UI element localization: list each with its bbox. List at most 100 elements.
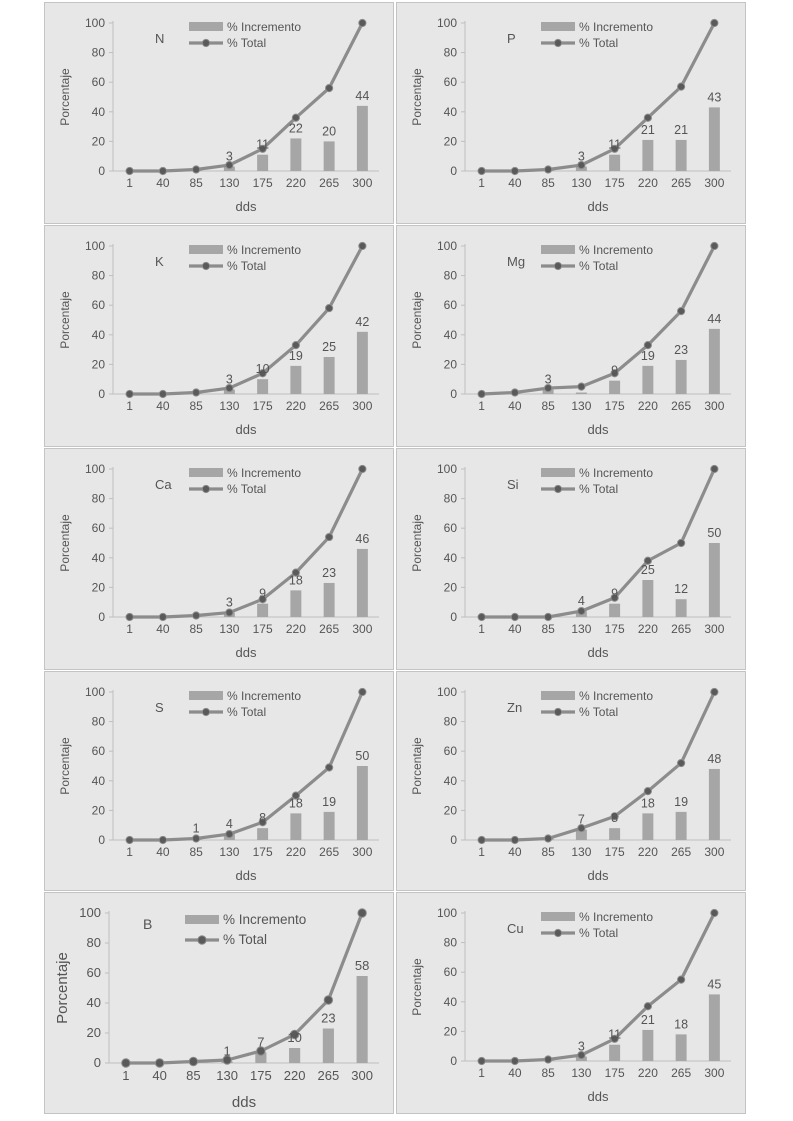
x-tick-label: 300 [704, 176, 724, 190]
bar-data-label: 3 [226, 150, 233, 164]
legend-label-incremento: % Incremento [227, 243, 301, 257]
x-tick-label: 300 [352, 176, 372, 190]
point-total [710, 18, 719, 28]
x-tick-label: 265 [671, 176, 691, 190]
element-label: Mg [507, 254, 525, 269]
x-tick-label: 300 [352, 845, 372, 859]
point-total [577, 824, 586, 833]
bar-data-label: 18 [641, 796, 655, 810]
point-total [610, 812, 619, 821]
y-tick-label: 20 [92, 803, 106, 817]
y-tick-label: 40 [444, 328, 458, 342]
bar-data-label: 23 [321, 1011, 335, 1026]
x-tick-label: 220 [286, 399, 306, 413]
x-tick-label: 130 [219, 399, 239, 413]
point-total [544, 165, 553, 174]
bar-data-label: 7 [578, 813, 585, 827]
legend-label-incremento: % Incremento [579, 466, 653, 480]
bar-incremento [609, 828, 621, 840]
bar-data-label: 4 [578, 594, 585, 608]
y-tick-label: 20 [444, 803, 458, 817]
point-total [192, 611, 201, 620]
line-total [129, 468, 364, 619]
point-total [510, 835, 519, 845]
bar-incremento [642, 1029, 654, 1061]
point-total [192, 388, 201, 397]
x-tick-label: 130 [219, 622, 239, 636]
bar-incremento [575, 829, 587, 840]
x-tick-label: 40 [156, 845, 170, 859]
y-tick-label: 40 [92, 774, 106, 788]
bar-data-label: 10 [287, 1030, 301, 1045]
legend-label-total: % Total [227, 482, 266, 496]
legend-swatch-incremento [189, 22, 223, 31]
bar-data-label: 48 [707, 752, 721, 766]
bar-incremento [642, 365, 654, 394]
x-tick-label: 220 [284, 1068, 306, 1083]
x-tick-label: 40 [508, 845, 522, 859]
bar-data-label: 25 [322, 340, 336, 354]
bar-data-label: 19 [322, 795, 336, 809]
x-tick-label: 130 [219, 176, 239, 190]
y-tick-label: 80 [87, 935, 101, 950]
y-tick-label: 100 [437, 16, 457, 30]
x-tick-label: 220 [638, 176, 658, 190]
point-total [158, 612, 167, 622]
y-axis-title: Porcentaje [410, 737, 424, 795]
y-tick-label: 100 [85, 16, 105, 30]
bar-incremento [675, 1034, 687, 1061]
bar-data-label: 3 [578, 150, 585, 164]
x-tick-label: 130 [571, 176, 591, 190]
point-total [710, 687, 719, 697]
element-label: P [507, 31, 516, 46]
legend-label-incremento: % Incremento [227, 466, 301, 480]
point-total [477, 1056, 486, 1066]
bar-data-label: 19 [641, 349, 655, 363]
y-tick-label: 20 [444, 357, 458, 371]
point-total [710, 464, 719, 474]
legend-label-total: % Total [579, 259, 618, 273]
x-axis-title: dds [236, 422, 257, 437]
x-tick-label: 220 [286, 176, 306, 190]
x-tick-label: 85 [541, 176, 555, 190]
point-total [121, 1058, 131, 1068]
point-total [510, 612, 519, 622]
chart-panel-n: 0 20 40 60 80 100 3 11 22 20 44 1 40 85 130 175 220 265 30… [44, 2, 394, 224]
x-tick-label: 130 [216, 1068, 238, 1083]
x-tick-label: 175 [605, 1066, 625, 1080]
legend-label-total: % Total [579, 36, 618, 50]
bar-incremento [290, 590, 302, 617]
bar-data-label: 21 [641, 123, 655, 137]
point-total [477, 389, 486, 399]
line-total [481, 22, 716, 173]
x-tick-label: 265 [319, 399, 339, 413]
bar-data-label: 3 [226, 596, 233, 610]
x-tick-label: 40 [152, 1068, 166, 1083]
chart-svg-cu: 0 20 40 60 80 100 3 11 21 18 45 1 40 85 130 175 220 265 30… [410, 906, 731, 1104]
point-total [510, 388, 519, 397]
legend-swatch-incremento [541, 912, 575, 921]
point-total [357, 908, 367, 918]
x-axis-title: dds [588, 422, 609, 437]
legend-label-total: % Total [579, 705, 618, 719]
bar-data-label: 10 [256, 362, 270, 376]
point-total [643, 787, 652, 796]
point-total [358, 18, 367, 28]
legend-marker-total [201, 707, 211, 717]
x-axis-title: dds [588, 645, 609, 660]
bar-data-label: 45 [707, 977, 721, 991]
y-tick-label: 60 [444, 965, 458, 979]
bar-data-label: 11 [256, 138, 269, 152]
legend-swatch-incremento [541, 468, 575, 477]
point-total [225, 160, 234, 170]
line-total [481, 468, 716, 619]
legend-marker-total [197, 935, 207, 945]
bar-data-label: 22 [289, 121, 303, 135]
x-tick-label: 265 [319, 622, 339, 636]
point-total [192, 834, 201, 843]
point-total [677, 758, 686, 768]
y-axis-title: Porcentaje [58, 514, 72, 572]
legend-swatch-incremento [189, 245, 223, 254]
chart-panel-s: 0 20 40 60 80 100 1 4 8 18 19 50 1 40 85 130 175 220 265 30… [44, 671, 394, 891]
bar-incremento [609, 1044, 621, 1061]
